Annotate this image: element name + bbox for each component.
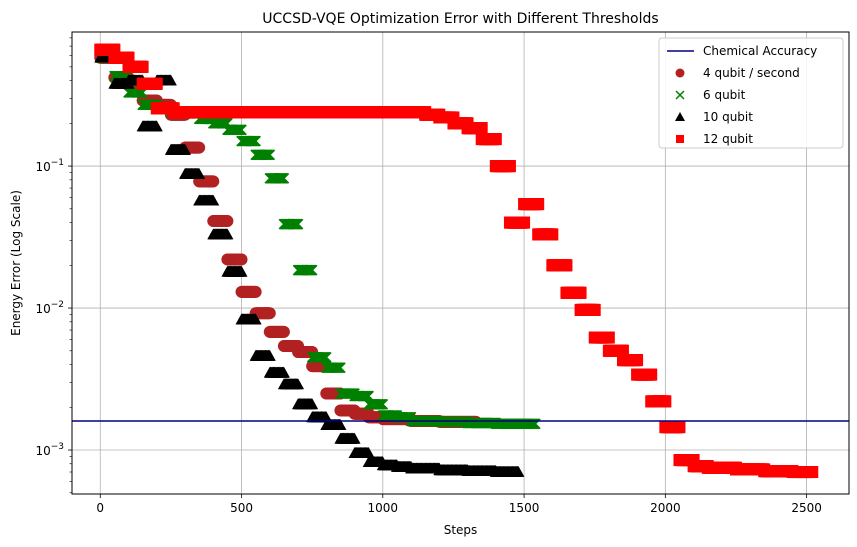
- data-point: [207, 175, 220, 188]
- x-tick-label: 500: [230, 501, 253, 515]
- data-point: [136, 60, 149, 73]
- data-point: [588, 303, 601, 316]
- data-point: [631, 354, 644, 367]
- data-point: [546, 228, 559, 241]
- data-point: [518, 216, 531, 229]
- y-axis-label: Energy Error (Log Scale): [9, 190, 23, 336]
- data-point: [532, 198, 545, 211]
- y-tick-label: 10−3: [35, 442, 64, 458]
- legend-label-10-qubit: 10 qubit: [703, 110, 753, 124]
- chart-title: UCCSD-VQE Optimization Error with Differ…: [262, 11, 658, 27]
- data-point: [645, 368, 658, 381]
- data-point: [560, 259, 573, 272]
- legend-marker-2: [675, 112, 685, 121]
- legend-box: [658, 37, 844, 149]
- data-point: [164, 74, 177, 86]
- data-point: [179, 143, 192, 155]
- data-point: [335, 362, 346, 374]
- x-tick-label: 0: [96, 501, 104, 515]
- data-point: [263, 349, 276, 361]
- legend-marker-1: [675, 90, 685, 100]
- data-point: [264, 149, 276, 161]
- x-axis-label: Steps: [444, 523, 478, 537]
- series-12-qubit: [94, 43, 819, 479]
- data-point: [122, 51, 135, 64]
- y-tick-label: 10−2: [35, 300, 64, 316]
- data-point: [574, 286, 587, 299]
- data-point: [235, 265, 248, 277]
- legend-marker-0: [675, 68, 685, 78]
- data-point: [362, 447, 375, 458]
- data-point: [306, 398, 319, 410]
- data-point: [292, 218, 304, 230]
- data-point: [503, 160, 516, 173]
- x-tick-label: 1000: [368, 501, 399, 515]
- data-point: [207, 194, 220, 206]
- data-point: [659, 395, 672, 408]
- data-point: [235, 253, 248, 266]
- data-point: [334, 419, 347, 430]
- data-point: [475, 122, 488, 135]
- legend-marker-3: [676, 135, 684, 143]
- data-point: [250, 135, 261, 147]
- x-axis: 0 500 1000 1500 2000 2500: [96, 494, 822, 515]
- x-tick-label: 2500: [791, 501, 822, 515]
- data-point: [806, 466, 819, 479]
- legend-label-12-qubit: 12 qubit: [703, 132, 753, 146]
- data-point: [320, 351, 332, 363]
- data-point: [377, 398, 389, 410]
- plot-frame: [71, 31, 850, 495]
- data-point: [348, 432, 361, 444]
- plot-area: [72, 43, 849, 479]
- data-point: [278, 172, 290, 184]
- y-axis: 10−3 10−2 10−1: [35, 37, 72, 494]
- data-point: [277, 366, 290, 378]
- data-point: [292, 378, 305, 390]
- data-point: [673, 421, 686, 434]
- data-point: [489, 133, 502, 146]
- data-point: [263, 307, 276, 320]
- data-point: [236, 124, 247, 136]
- y-tick-label: 10−1: [35, 158, 64, 174]
- data-point: [249, 285, 262, 298]
- x-tick-label: 1500: [509, 501, 540, 515]
- data-point: [616, 344, 629, 357]
- legend-label-6-qubit: 6 qubit: [703, 88, 746, 102]
- data-point: [602, 331, 615, 344]
- data-point: [277, 325, 290, 338]
- legend: Chemical Accuracy 4 qubit / second 6 qub…: [658, 37, 844, 149]
- data-point: [306, 264, 318, 276]
- legend-label-chemical-accuracy: Chemical Accuracy: [703, 44, 817, 58]
- legend-markers: [675, 68, 685, 143]
- data-point: [150, 120, 163, 132]
- data-point: [150, 77, 163, 90]
- data-point: [221, 228, 234, 240]
- x-tick-label: 2000: [650, 501, 681, 515]
- data-point: [512, 466, 525, 477]
- data-point: [249, 313, 262, 325]
- series-10-qubit: [94, 51, 525, 477]
- data-point: [193, 141, 206, 154]
- data-point: [193, 167, 206, 179]
- legend-label-4-qubit: 4 qubit / second: [703, 66, 800, 80]
- data-point: [221, 215, 234, 228]
